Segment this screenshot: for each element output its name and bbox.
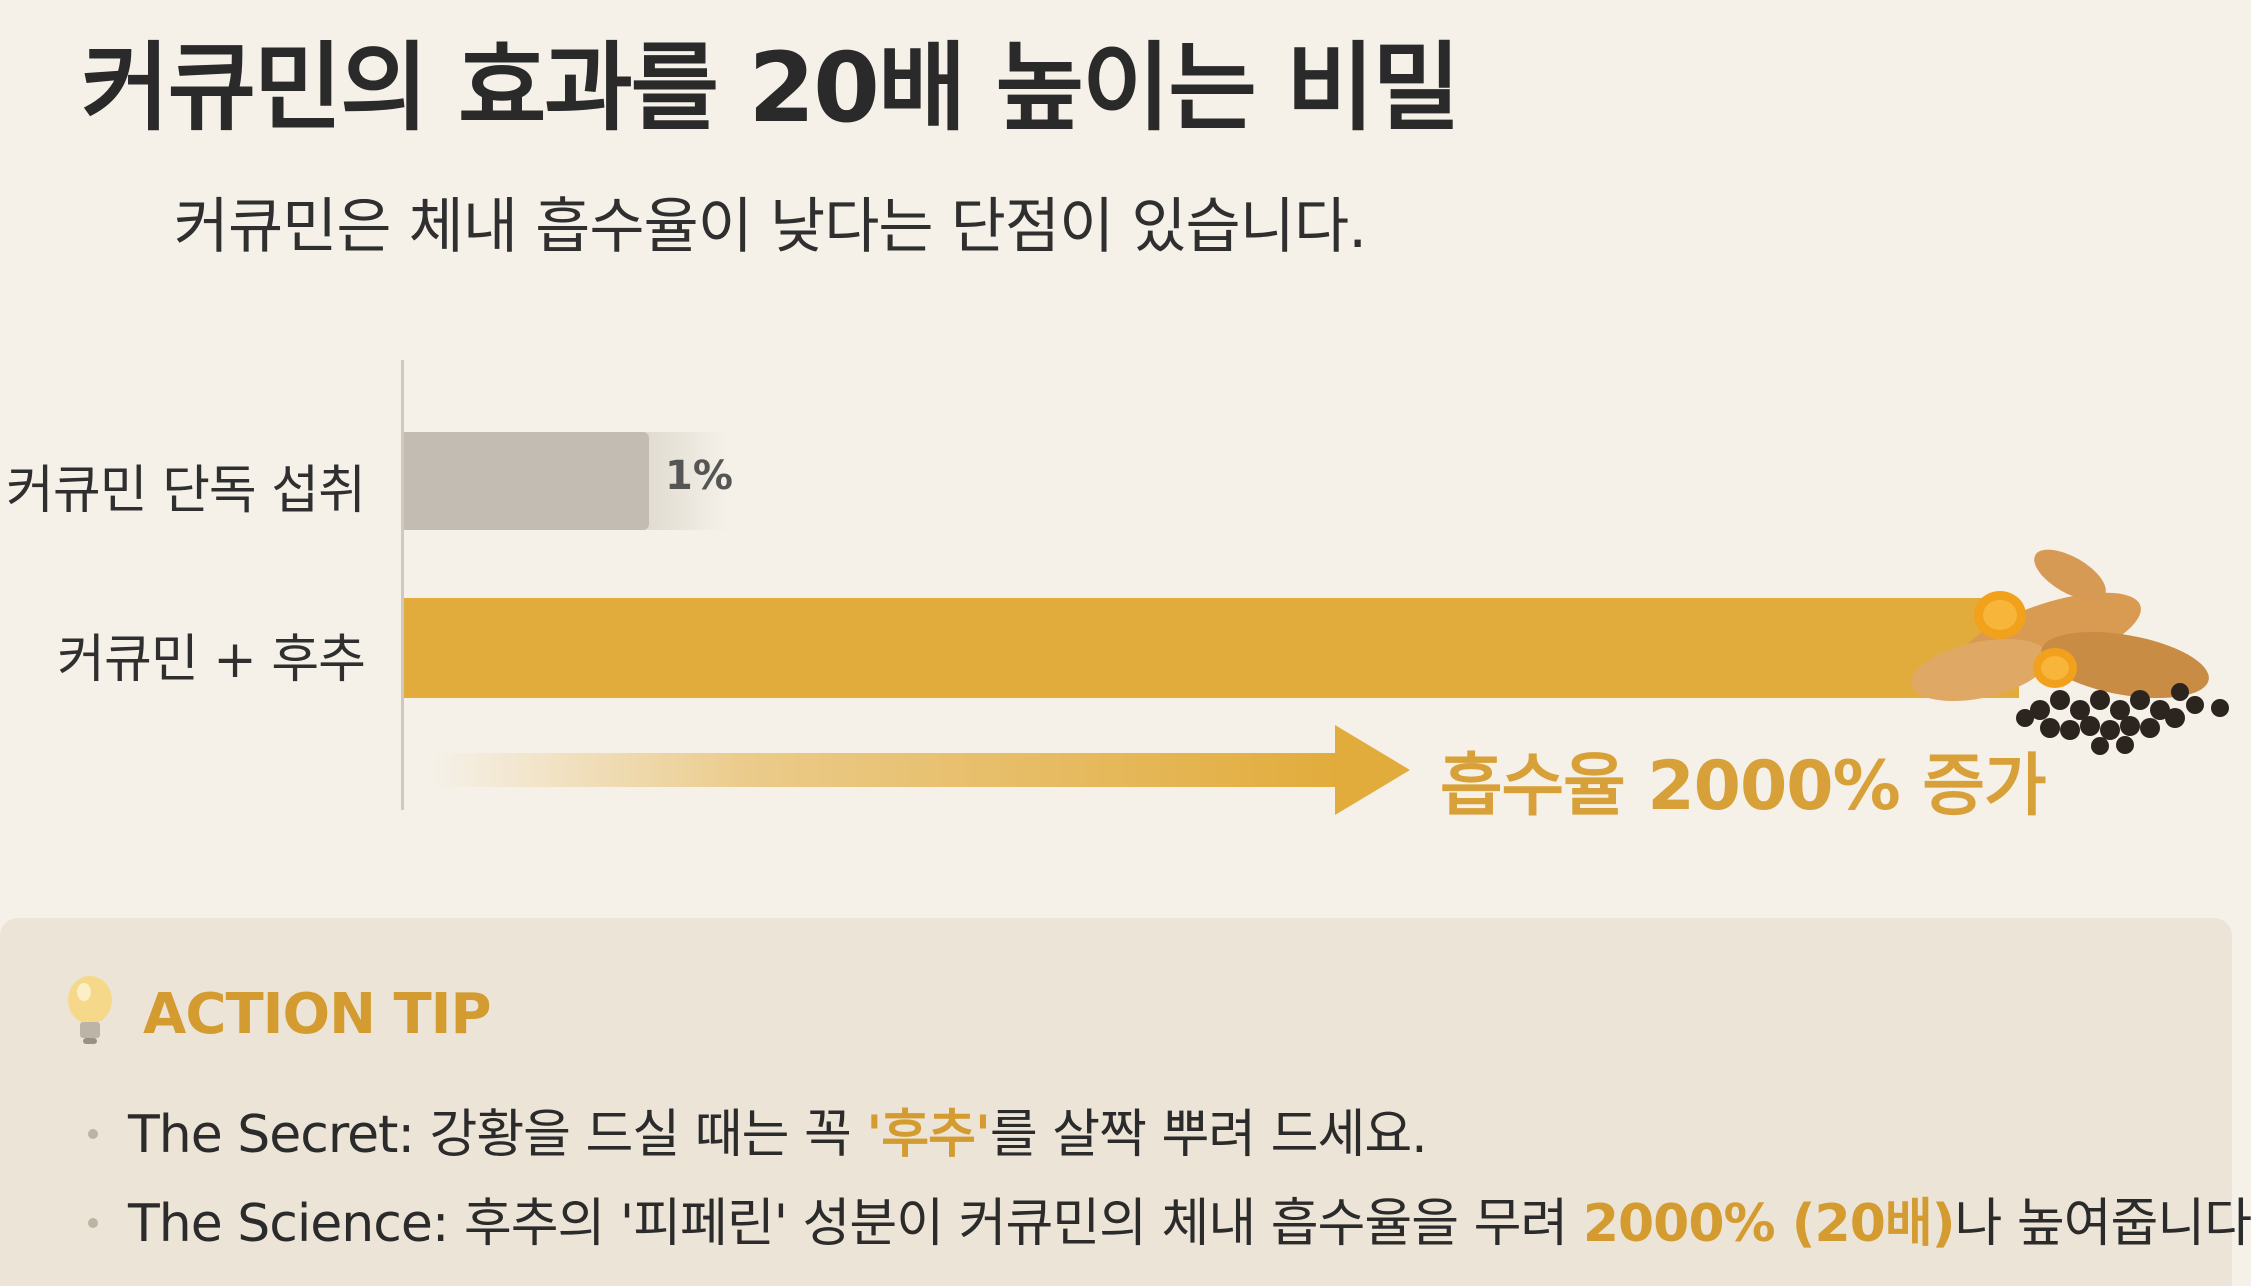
bar-category-label-1: 커큐민 + 후추: [57, 630, 366, 690]
chart-axis-line: [401, 360, 404, 810]
action-tip-panel: [0, 918, 2232, 1286]
bar-fade-decoration: [640, 432, 730, 530]
tip-item-science: The Science: 후추의 '피페린' 성분이 커큐민의 체내 흡수율을 …: [88, 1181, 2251, 1256]
page-subtitle: 커큐민은 체내 흡수율이 낮다는 단점이 있습니다.: [173, 192, 1367, 262]
bullet-icon: [88, 1218, 98, 1228]
action-tip-heading: ACTION TIP: [143, 982, 492, 1047]
bar-curcumin-alone: [404, 432, 649, 530]
tip-item-science-suffix: 나 높여줍니다.: [1954, 1194, 2251, 1254]
tip-item-science-highlight: 2000% (20배): [1582, 1194, 1956, 1254]
turmeric-pepper-image: [1911, 549, 2229, 755]
page-title: 커큐민의 효과를 20배 높이는 비밀: [81, 32, 1460, 144]
tip-item-secret: The Secret: 강황을 드실 때는 꼭 '후추'를 살짝 뿌려 드세요.: [88, 1092, 1428, 1167]
bar-category-label-0: 커큐민 단독 섭취: [6, 461, 366, 521]
tip-item-secret-suffix: 를 살짝 뿌려 드세요.: [989, 1105, 1428, 1165]
tip-item-science-prefix: The Science: 후추의 '피페린' 성분이 커큐민의 체내 흡수율을 …: [128, 1194, 1583, 1254]
tip-item-secret-prefix: The Secret: 강황을 드실 때는 꼭: [128, 1105, 867, 1165]
bar-curcumin-pepper: [404, 598, 2019, 698]
increase-annotation: 흡수율 2000% 증가: [1440, 747, 2047, 826]
bar-data-label-0: 1%: [665, 453, 733, 499]
increase-arrow-icon: [430, 725, 1410, 815]
tip-item-secret-highlight: '후추': [866, 1105, 991, 1165]
bullet-icon: [88, 1129, 98, 1139]
lightbulb-icon: [68, 976, 112, 1044]
